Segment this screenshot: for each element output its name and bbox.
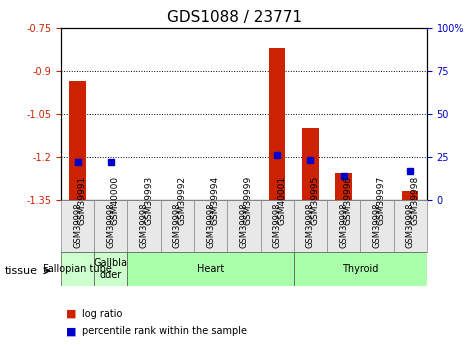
Text: GSM39998: GSM39998: [306, 203, 315, 248]
Text: GSM39998: GSM39998: [406, 203, 415, 248]
FancyBboxPatch shape: [194, 200, 227, 252]
FancyBboxPatch shape: [360, 200, 393, 252]
Text: GSM39998: GSM39998: [173, 203, 182, 248]
Text: GSM39998: GSM39998: [239, 203, 249, 248]
Text: GDS1088 / 23771: GDS1088 / 23771: [167, 10, 302, 25]
Bar: [269, 48, 286, 200]
Text: GSM39992: GSM39992: [177, 176, 186, 225]
FancyBboxPatch shape: [327, 200, 360, 252]
FancyBboxPatch shape: [94, 200, 128, 252]
Text: GSM39991: GSM39991: [77, 176, 87, 225]
FancyBboxPatch shape: [260, 200, 294, 252]
Bar: [128, 252, 294, 286]
Text: GSM39998: GSM39998: [339, 203, 348, 248]
FancyBboxPatch shape: [294, 200, 327, 252]
Text: GSM39997: GSM39997: [377, 176, 386, 225]
Text: GSM39999: GSM39999: [244, 176, 253, 225]
Text: GSM39995: GSM39995: [310, 176, 319, 225]
Text: ■: ■: [66, 326, 76, 336]
Bar: [302, 128, 319, 200]
Bar: [294, 252, 427, 286]
FancyBboxPatch shape: [61, 200, 94, 252]
Bar: [94, 252, 128, 286]
Text: tissue: tissue: [5, 266, 38, 276]
Bar: [61, 252, 94, 286]
Text: Fallopian tube: Fallopian tube: [43, 264, 112, 274]
Text: GSM39994: GSM39994: [211, 176, 219, 225]
FancyBboxPatch shape: [393, 200, 427, 252]
Text: GSM39998: GSM39998: [372, 203, 381, 248]
Text: GSM40000: GSM40000: [111, 176, 120, 225]
Text: log ratio: log ratio: [82, 309, 122, 319]
FancyBboxPatch shape: [227, 200, 260, 252]
Text: GSM39993: GSM39993: [144, 176, 153, 225]
Text: GSM39998: GSM39998: [140, 203, 149, 248]
Text: Thyroid: Thyroid: [342, 264, 378, 274]
Bar: [69, 81, 86, 200]
FancyBboxPatch shape: [128, 200, 161, 252]
Text: GSM40001: GSM40001: [277, 176, 286, 225]
Text: GSM39996: GSM39996: [344, 176, 353, 225]
Bar: [335, 173, 352, 200]
Text: GSM39998: GSM39998: [410, 176, 419, 225]
Bar: [402, 191, 418, 200]
Text: Gallbla
dder: Gallbla dder: [94, 258, 128, 280]
Text: GSM39998: GSM39998: [73, 203, 82, 248]
Text: ■: ■: [66, 309, 76, 319]
Text: GSM39998: GSM39998: [272, 203, 282, 248]
Text: Heart: Heart: [197, 264, 224, 274]
Text: GSM39998: GSM39998: [206, 203, 215, 248]
Text: GSM39998: GSM39998: [106, 203, 115, 248]
Text: percentile rank within the sample: percentile rank within the sample: [82, 326, 247, 336]
FancyBboxPatch shape: [161, 200, 194, 252]
